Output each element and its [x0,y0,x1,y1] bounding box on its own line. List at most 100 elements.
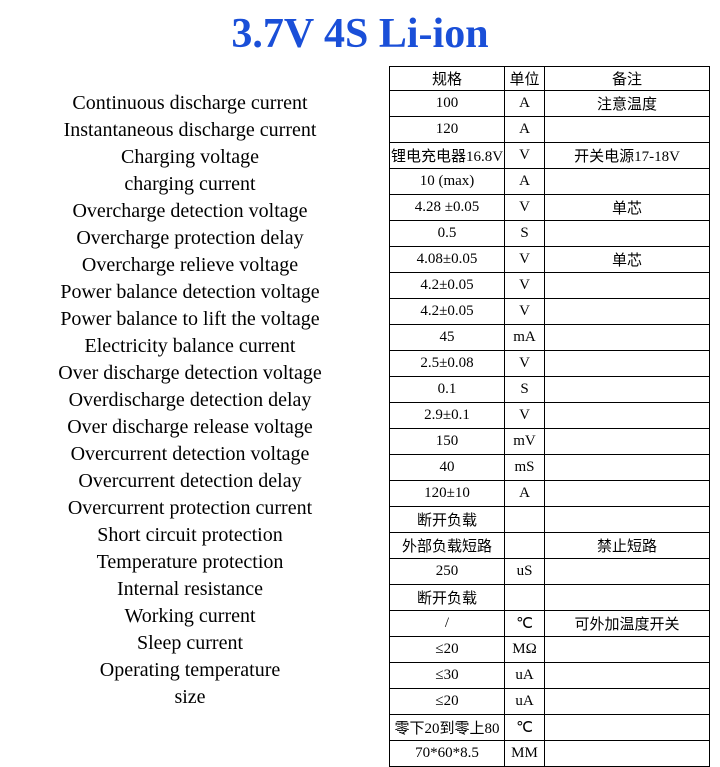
cell-note: 禁止短路 [545,533,710,559]
table-row: 100A注意温度 [390,91,710,117]
cell-unit: V [505,143,545,169]
cell-spec: 零下20到零上80 [390,715,505,741]
cell-unit [505,507,545,533]
cell-note [545,585,710,611]
cell-note: 单芯 [545,195,710,221]
param-label: Internal resistance [0,576,380,603]
cell-unit: mS [505,455,545,481]
cell-note [545,507,710,533]
param-label: Over discharge release voltage [0,414,380,441]
cell-spec: 0.1 [390,377,505,403]
table-row: 0.1S [390,377,710,403]
header-unit: 单位 [505,67,545,91]
cell-spec: 150 [390,429,505,455]
cell-note [545,481,710,507]
param-label: Power balance to lift the voltage [0,306,380,333]
param-label: Operating temperature [0,657,380,684]
param-label: Sleep current [0,630,380,657]
cell-note [545,117,710,143]
cell-spec: 4.2±0.05 [390,273,505,299]
param-label: Overcurrent detection delay [0,468,380,495]
param-label: Overcharge protection delay [0,225,380,252]
cell-note: 单芯 [545,247,710,273]
cell-unit: ℃ [505,611,545,637]
cell-unit: V [505,299,545,325]
cell-spec: 45 [390,325,505,351]
cell-spec: 断开负载 [390,585,505,611]
param-label: Short circuit protection [0,522,380,549]
cell-note [545,559,710,585]
cell-note [545,377,710,403]
cell-unit: uA [505,689,545,715]
table-row: 150mV [390,429,710,455]
table-row: 断开负载 [390,507,710,533]
cell-spec: 120 [390,117,505,143]
cell-note [545,221,710,247]
cell-unit: mA [505,325,545,351]
cell-note [545,715,710,741]
cell-unit: V [505,403,545,429]
param-label: Instantaneous discharge current [0,117,380,144]
cell-unit: mV [505,429,545,455]
cell-unit: V [505,247,545,273]
cell-note: 开关电源17-18V [545,143,710,169]
spec-table: 规格 单位 备注 100A注意温度120A锂电充电器16.8VV开关电源17-1… [389,66,710,767]
param-label: Continuous discharge current [0,90,380,117]
param-label: size [0,684,380,711]
cell-spec: 70*60*8.5 [390,741,505,767]
cell-spec: 外部负载短路 [390,533,505,559]
cell-spec: 锂电充电器16.8V [390,143,505,169]
cell-spec: 250 [390,559,505,585]
cell-note [545,299,710,325]
table-row: 70*60*8.5MM [390,741,710,767]
cell-spec: 0.5 [390,221,505,247]
cell-note [545,273,710,299]
table-row: ≤30uA [390,663,710,689]
cell-note [545,663,710,689]
param-label: Working current [0,603,380,630]
cell-spec: 120±10 [390,481,505,507]
cell-unit: A [505,117,545,143]
table-row: ≤20MΩ [390,637,710,663]
table-row: 2.9±0.1V [390,403,710,429]
table-row: 40mS [390,455,710,481]
table-row: 0.5S [390,221,710,247]
cell-unit: uS [505,559,545,585]
cell-unit: S [505,221,545,247]
cell-spec: 2.9±0.1 [390,403,505,429]
param-label: Power balance detection voltage [0,279,380,306]
cell-unit: A [505,91,545,117]
table-row: 120A [390,117,710,143]
cell-unit: MM [505,741,545,767]
cell-spec: / [390,611,505,637]
table-row: 锂电充电器16.8VV开关电源17-18V [390,143,710,169]
cell-spec: 2.5±0.08 [390,351,505,377]
cell-unit: A [505,169,545,195]
param-label: Overcurrent detection voltage [0,441,380,468]
cell-note [545,403,710,429]
cell-spec: 断开负载 [390,507,505,533]
table-body: 100A注意温度120A锂电充电器16.8VV开关电源17-18V10 (max… [390,91,710,767]
table-row: /℃可外加温度开关 [390,611,710,637]
cell-spec: 40 [390,455,505,481]
cell-spec: 4.28 ±0.05 [390,195,505,221]
param-label: Overdischarge detection delay [0,387,380,414]
table-row: 4.08±0.05V单芯 [390,247,710,273]
cell-unit: uA [505,663,545,689]
table-row: 4.2±0.05V [390,299,710,325]
cell-unit: V [505,195,545,221]
cell-note: 注意温度 [545,91,710,117]
cell-unit: V [505,351,545,377]
cell-note: 可外加温度开关 [545,611,710,637]
param-label: Electricity balance current [0,333,380,360]
labels-column: Continuous discharge currentInstantaneou… [0,66,380,711]
cell-note [545,351,710,377]
param-label: Temperature protection [0,549,380,576]
cell-spec: ≤20 [390,637,505,663]
table-row: 10 (max)A [390,169,710,195]
param-label: Overcharge detection voltage [0,198,380,225]
cell-note [545,169,710,195]
table-header-row: 规格 单位 备注 [390,67,710,91]
cell-spec: ≤20 [390,689,505,715]
table-row: 外部负载短路 禁止短路 [390,533,710,559]
